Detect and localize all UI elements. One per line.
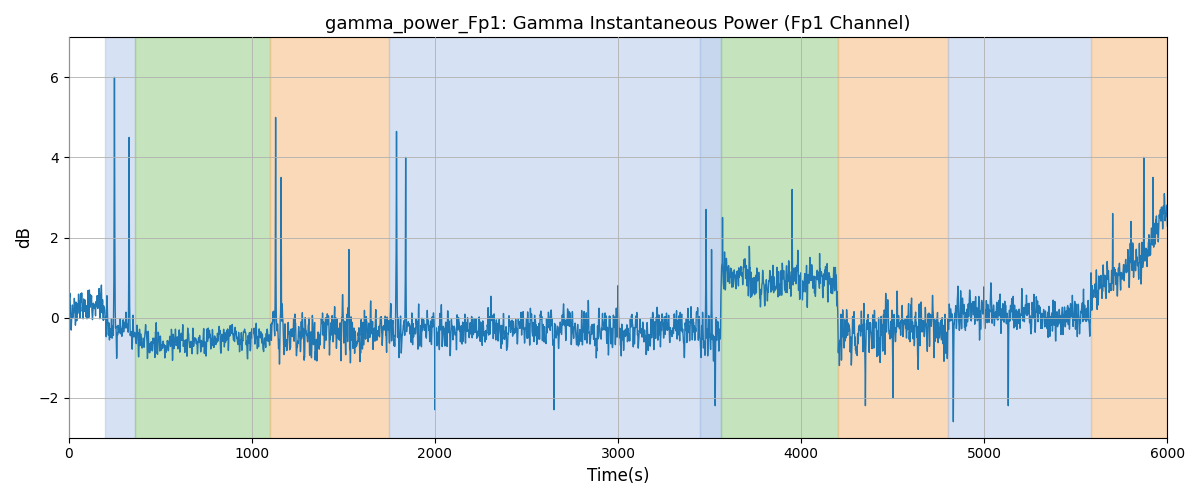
- Bar: [720, 38, 838, 438]
- Bar: [948, 38, 1091, 438]
- Bar: [134, 38, 270, 438]
- X-axis label: Time(s): Time(s): [587, 467, 649, 485]
- Title: gamma_power_Fp1: Gamma Instantaneous Power (Fp1 Channel): gamma_power_Fp1: Gamma Instantaneous Pow…: [325, 15, 911, 34]
- Bar: [1091, 38, 1168, 438]
- Bar: [389, 38, 701, 438]
- Bar: [106, 38, 134, 438]
- Bar: [838, 38, 948, 438]
- Y-axis label: dB: dB: [16, 226, 34, 248]
- Bar: [270, 38, 389, 438]
- Bar: [701, 38, 720, 438]
